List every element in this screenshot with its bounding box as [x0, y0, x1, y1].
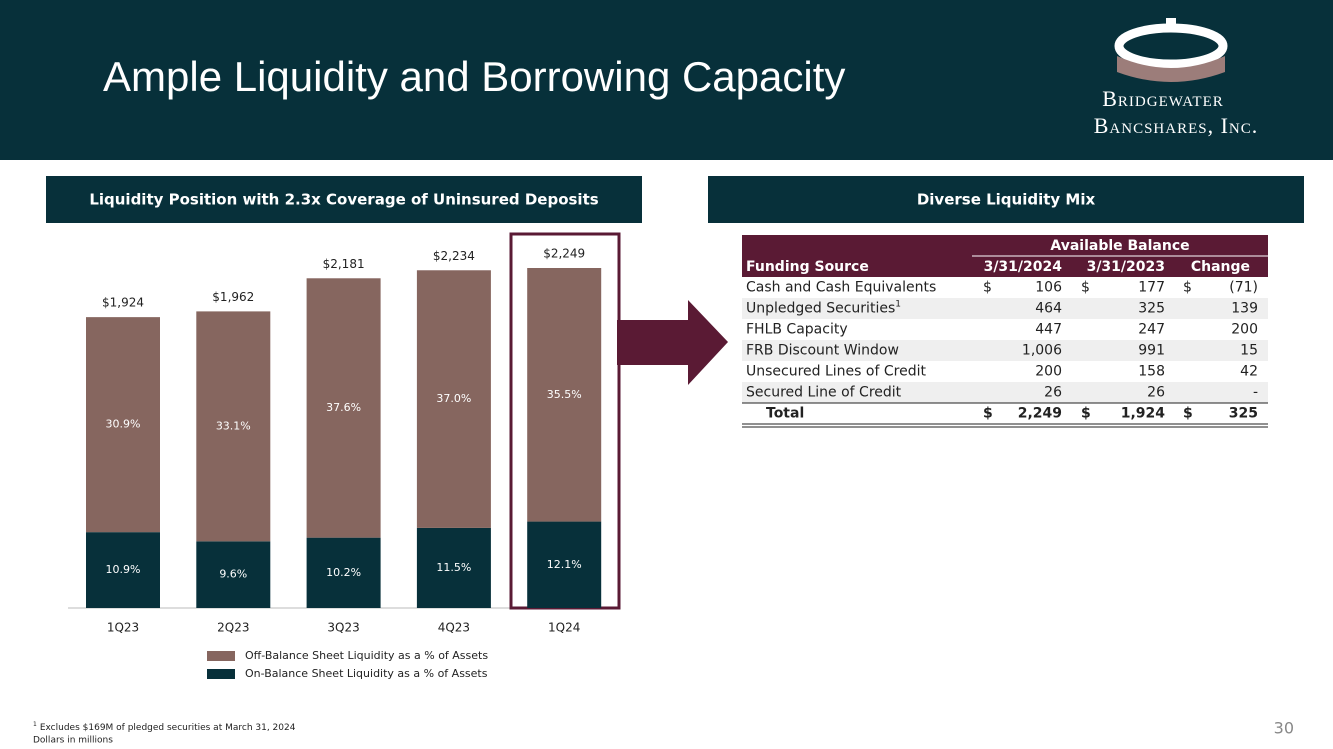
- x-tick-label: 3Q23: [327, 621, 359, 635]
- cell: 177: [1138, 280, 1165, 296]
- value-label: 30.9%: [106, 418, 141, 431]
- chart: 10.9% 30.9% $1,924 1Q23 9.6% 33.1% $1,962 2Q23 1…: [86, 247, 602, 680]
- cell: 158: [1138, 364, 1165, 380]
- column-header: Funding Source: [746, 259, 869, 275]
- logo-line: Bridgewater: [1102, 86, 1224, 111]
- panel-title: Liquidity Position with 2.3x Coverage of…: [89, 191, 598, 209]
- cell: 447: [1035, 322, 1062, 338]
- cell: 325: [1138, 301, 1165, 317]
- bar-segment: [196, 311, 271, 542]
- cell: 26: [1044, 385, 1062, 401]
- cell: 200: [1231, 322, 1258, 338]
- value-label: 35.5%: [547, 388, 582, 401]
- value-label: 37.6%: [326, 401, 361, 414]
- x-tick-label: 2Q23: [217, 621, 249, 635]
- logo: [1114, 18, 1228, 82]
- currency: $: [1183, 406, 1193, 422]
- row-band: [742, 340, 1268, 361]
- value-label: 10.2%: [326, 566, 361, 579]
- row-label: Secured Line of Credit: [746, 385, 902, 401]
- row-label: Unsecured Lines of Credit: [746, 364, 926, 380]
- slide-title: Ample Liquidity and Borrowing Capacity: [103, 53, 845, 100]
- header-band: [0, 0, 1333, 160]
- column-header: Change: [1191, 259, 1250, 275]
- bar-segment: [306, 278, 381, 538]
- row-band: [742, 382, 1268, 403]
- total-label: $1,924: [102, 296, 144, 310]
- currency: $: [1081, 280, 1090, 296]
- cell: 1,006: [1022, 343, 1062, 359]
- x-tick-label: 1Q23: [107, 621, 139, 635]
- currency: $: [1081, 406, 1091, 422]
- legend-label: Off-Balance Sheet Liquidity as a % of As…: [245, 649, 488, 662]
- total-label: $1,962: [212, 290, 254, 304]
- column-header: 3/31/2024: [984, 259, 1063, 275]
- bar-segment: [86, 317, 160, 533]
- value-label: 9.6%: [219, 568, 247, 581]
- x-tick-label: 1Q24: [548, 621, 580, 635]
- total-label: $2,234: [433, 249, 475, 263]
- group-header: Available Balance: [1050, 238, 1189, 254]
- cell: 325: [1229, 406, 1258, 422]
- panel-title: Diverse Liquidity Mix: [917, 191, 1096, 209]
- total-label: $2,249: [543, 247, 585, 261]
- row-label: Unpledged Securities1: [746, 299, 901, 317]
- cell: 42: [1240, 364, 1258, 380]
- row-label: FHLB Capacity: [746, 322, 848, 338]
- arrow: [617, 300, 728, 385]
- total-label: $2,181: [323, 257, 365, 271]
- cell: 200: [1035, 364, 1062, 380]
- value-label: 12.1%: [547, 558, 582, 571]
- cell: 991: [1138, 343, 1165, 359]
- cell: 464: [1035, 301, 1062, 317]
- note-marker: 1: [895, 299, 901, 309]
- legend-swatch: [207, 669, 235, 679]
- bar-segment: [306, 537, 381, 608]
- footnote: 1 Excludes $169M of pledged securities at…: [33, 721, 296, 733]
- cell: 1,924: [1121, 406, 1166, 422]
- cell: 247: [1138, 322, 1165, 338]
- value-label: 11.5%: [436, 561, 471, 574]
- value-label: 37.0%: [436, 392, 471, 405]
- currency: $: [1183, 280, 1192, 296]
- cell: 26: [1147, 385, 1165, 401]
- bar-segment: [527, 521, 602, 608]
- row-band: [742, 298, 1268, 319]
- cell: (71): [1229, 280, 1258, 296]
- cell: 15: [1240, 343, 1258, 359]
- column-header: 3/31/2023: [1087, 259, 1165, 275]
- bar-segment: [416, 527, 491, 608]
- cell: 106: [1035, 280, 1062, 296]
- currency: $: [983, 406, 993, 422]
- row-label: FRB Discount Window: [746, 343, 899, 359]
- currency: $: [983, 280, 992, 296]
- legend-swatch: [207, 651, 235, 661]
- bar-segment: [196, 541, 271, 608]
- value-label: 10.9%: [106, 563, 141, 576]
- bar-segment: [86, 532, 160, 608]
- x-tick-label: 4Q23: [438, 621, 470, 635]
- cell: -: [1253, 385, 1258, 401]
- panel-header: [46, 176, 642, 223]
- panel-header: [708, 176, 1304, 223]
- logo-line: Bancshares, Inc.: [1094, 113, 1259, 138]
- bar-segment: [416, 270, 491, 528]
- bar-segment: [527, 268, 602, 522]
- row-label: Total: [766, 406, 804, 422]
- page-number: 30: [1274, 719, 1294, 738]
- row-label: Cash and Cash Equivalents: [746, 280, 936, 296]
- footnote: Dollars in millions: [33, 736, 113, 746]
- cell: 139: [1231, 301, 1258, 317]
- legend-label: On-Balance Sheet Liquidity as a % of Ass…: [245, 667, 488, 680]
- table: Available Balance Funding Source 3/31/2024…: [742, 235, 1268, 428]
- value-label: 33.1%: [216, 419, 251, 432]
- cell: 2,249: [1018, 406, 1062, 422]
